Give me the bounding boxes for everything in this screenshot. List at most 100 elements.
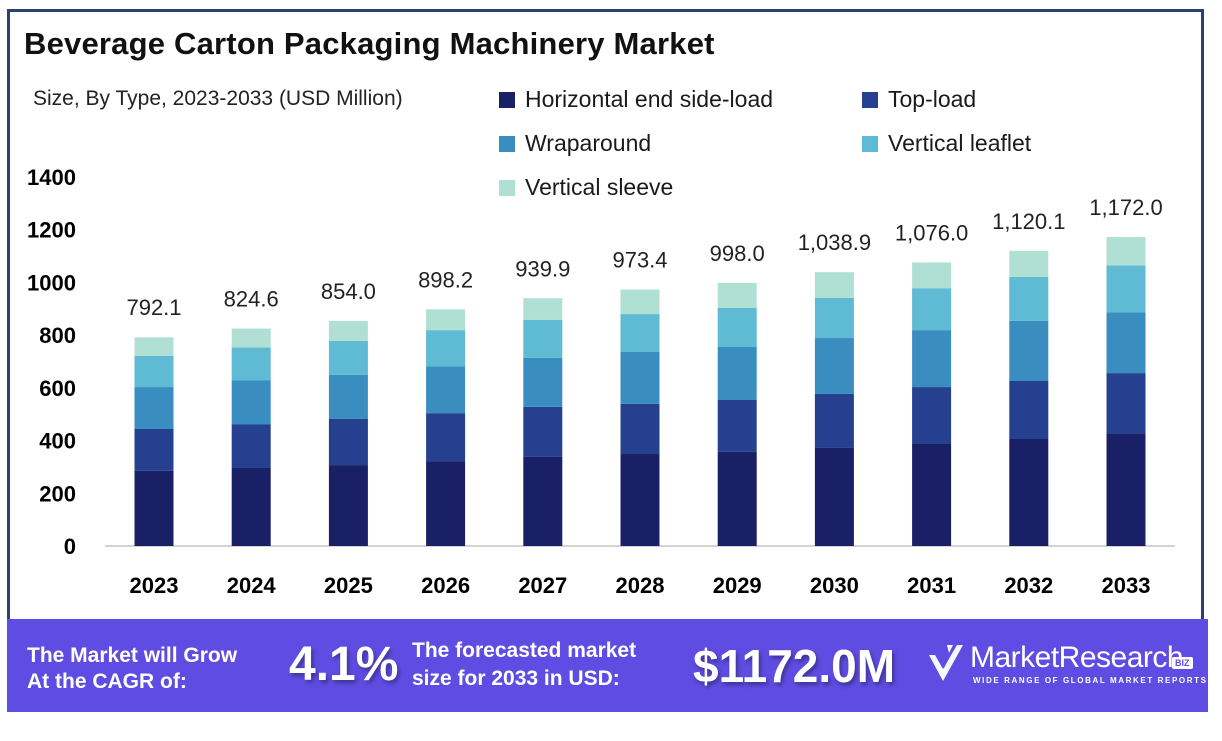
x-tick-label: 2030 xyxy=(810,573,859,598)
bar-segment xyxy=(426,461,466,546)
data-label: 824.6 xyxy=(224,287,279,312)
bar-segment xyxy=(328,374,368,419)
legend-item: Vertical sleeve xyxy=(499,174,673,201)
x-tick-label: 2029 xyxy=(713,573,762,598)
data-label: 939.9 xyxy=(515,256,570,281)
x-tick-label: 2031 xyxy=(907,573,956,598)
legend-label: Horizontal end side-load xyxy=(525,86,774,112)
legend-label: Vertical sleeve xyxy=(525,174,674,200)
bar-segment xyxy=(717,282,757,308)
bar-segment xyxy=(717,307,757,348)
chart-title: Beverage Carton Packaging Machinery Mark… xyxy=(24,26,715,61)
bar-segment xyxy=(814,338,854,394)
chart-frame xyxy=(7,9,1204,661)
data-label: 973.4 xyxy=(612,247,667,272)
y-tick-label: 1000 xyxy=(27,270,76,295)
data-label: 998.0 xyxy=(710,241,765,266)
bar-segment xyxy=(717,347,757,400)
bar-segment xyxy=(912,330,952,388)
data-label: 1,038.9 xyxy=(798,230,871,255)
bar-segment xyxy=(523,406,563,457)
bar-segment xyxy=(717,399,757,452)
data-label: 1,172.0 xyxy=(1089,195,1162,220)
cagr-value: 4.1% xyxy=(289,638,399,691)
data-label: 1,076.0 xyxy=(895,220,968,245)
bar-segment xyxy=(814,272,854,298)
bar-segment xyxy=(912,387,952,444)
data-label: 792.1 xyxy=(126,295,181,320)
bar-segment xyxy=(231,467,271,546)
bar-segment xyxy=(1009,250,1049,277)
legend-item: Vertical leaflet xyxy=(862,130,1031,157)
legend-label: Top-load xyxy=(888,86,977,112)
bar-segment xyxy=(1106,265,1146,313)
bar-segment xyxy=(523,298,563,320)
x-tick-label: 2023 xyxy=(130,573,179,598)
bar-segment xyxy=(426,366,466,414)
bar-segment xyxy=(814,393,854,448)
data-label: 854.0 xyxy=(321,279,376,304)
legend-swatch xyxy=(499,135,515,152)
bar-segment xyxy=(231,328,271,348)
y-tick-label: 0 xyxy=(64,534,76,559)
x-tick-label: 2026 xyxy=(421,573,470,598)
bar-segment xyxy=(523,319,563,358)
bar-segment xyxy=(1009,276,1049,321)
legend-swatch xyxy=(499,179,515,196)
bar-segment xyxy=(426,413,466,462)
bar-segment xyxy=(328,340,368,375)
y-tick-label: 200 xyxy=(39,481,76,506)
y-tick-label: 1400 xyxy=(27,165,76,190)
chart-subtitle: Size, By Type, 2023-2033 (USD Million) xyxy=(33,87,403,110)
brand-badge: BIZ xyxy=(1172,657,1193,669)
data-label: 1,120.1 xyxy=(992,209,1065,234)
bar-segment xyxy=(1009,320,1049,382)
legend-label: Wraparound xyxy=(525,130,652,156)
y-tick-label: 1200 xyxy=(27,218,76,243)
legend-item: Top-load xyxy=(862,86,976,113)
bar-segment xyxy=(1106,312,1146,374)
bar-segment xyxy=(814,297,854,339)
bar-segment xyxy=(620,289,660,315)
x-tick-label: 2027 xyxy=(518,573,567,598)
legend-item: Horizontal end side-load xyxy=(499,86,773,113)
bar-segment xyxy=(231,424,271,468)
bar-segment xyxy=(1106,373,1146,434)
bar-segment xyxy=(328,418,368,466)
legend-label: Vertical leaflet xyxy=(888,130,1032,156)
legend-swatch xyxy=(862,135,878,152)
x-tick-label: 2024 xyxy=(227,573,277,598)
x-tick-label: 2025 xyxy=(324,573,373,598)
legend-swatch xyxy=(862,91,878,108)
bar-segment xyxy=(134,355,174,388)
y-tick-label: 800 xyxy=(39,323,76,348)
forecast-value: $1172.0M xyxy=(693,640,896,692)
bar-segment xyxy=(912,443,952,546)
bar-segment xyxy=(231,380,271,425)
brand-tagline: WIDE RANGE OF GLOBAL MARKET REPORTS xyxy=(973,676,1208,685)
bar-segment xyxy=(620,352,660,404)
bar-segment xyxy=(1106,237,1146,266)
legend-item: Wraparound xyxy=(499,130,651,157)
bar-segment xyxy=(134,428,174,471)
legend-swatch xyxy=(499,91,515,108)
bar-segment xyxy=(231,347,271,381)
bar-segment xyxy=(426,309,466,331)
bar-segment xyxy=(328,320,368,341)
bar-segment xyxy=(523,357,563,407)
bar-segment xyxy=(134,470,174,546)
bar-segment xyxy=(717,451,757,546)
bar-segment xyxy=(620,314,660,353)
bar-segment xyxy=(134,337,174,356)
bar-segment xyxy=(523,456,563,546)
bar-segment xyxy=(134,387,174,429)
forecast-caption: The forecasted market size for 2033 in U… xyxy=(412,639,637,690)
y-tick-label: 600 xyxy=(39,376,76,401)
cagr-caption: The Market will Grow At the CAGR of: xyxy=(27,644,238,693)
x-tick-label: 2028 xyxy=(616,573,665,598)
bar-segment xyxy=(426,330,466,367)
footer-banner: The Market will Grow At the CAGR of: 4.1… xyxy=(7,619,1208,712)
brand-name: MarketResearch xyxy=(970,641,1184,674)
x-tick-label: 2032 xyxy=(1004,573,1053,598)
stacked-bar-chart: 0 200 400 600 800 1000 1200 1400 792.1 2023 824.6 2… xyxy=(27,165,1175,598)
